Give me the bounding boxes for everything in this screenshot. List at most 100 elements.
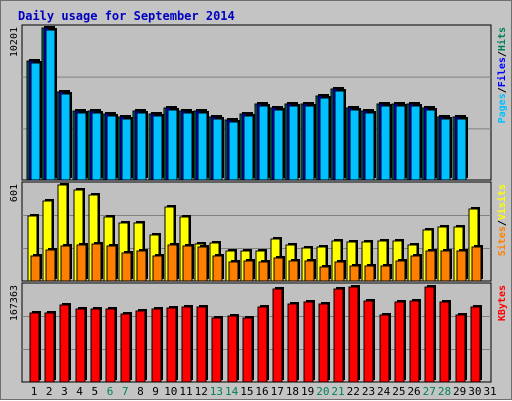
x-tick-day-4: 4 <box>76 385 83 398</box>
x-tick-day-23: 23 <box>362 385 375 398</box>
bar-kbytes-day-27 <box>424 286 435 383</box>
bar-kbytes-day-8 <box>135 310 146 383</box>
bar-pages-day-25 <box>395 105 406 181</box>
x-tick-day-20: 20 <box>316 385 329 398</box>
side-label: KBytes <box>497 285 508 321</box>
bar-sites-day-25 <box>395 260 406 282</box>
bar-kbytes-day-16 <box>257 306 268 383</box>
x-tick-day-24: 24 <box>377 385 391 398</box>
x-tick-day-6: 6 <box>107 385 114 398</box>
x-tick-day-12: 12 <box>195 385 208 398</box>
bar-sites-day-9 <box>152 255 163 282</box>
bar-sites-day-7 <box>121 252 132 282</box>
bar-pages-day-3 <box>60 93 71 181</box>
x-tick-day-11: 11 <box>179 385 192 398</box>
bar-sites-day-21 <box>334 261 345 282</box>
bar-sites-day-14 <box>228 261 239 282</box>
side-label-files: Files <box>496 57 508 87</box>
bar-sites-day-16 <box>258 261 269 282</box>
x-tick-day-28: 28 <box>438 385 451 398</box>
x-tick-day-29: 29 <box>453 385 466 398</box>
panel-1: 10201 Pages/Files/Hits <box>9 24 508 181</box>
panel-3: 167363 KBytes <box>9 282 508 383</box>
bar-kbytes-day-9 <box>151 308 162 383</box>
x-tick-day-3: 3 <box>61 385 68 398</box>
bar-sites-day-13 <box>212 255 223 282</box>
bar-sites-day-4 <box>76 244 87 282</box>
bar-kbytes-day-11 <box>181 306 192 383</box>
bar-kbytes-day-22 <box>348 286 359 383</box>
y-top-label: 167363 <box>9 285 20 321</box>
bar-sites-day-5 <box>91 243 102 282</box>
bar-kbytes-day-29 <box>455 314 466 383</box>
bar-sites-day-17 <box>273 257 284 282</box>
bar-kbytes-day-1 <box>29 312 40 383</box>
bar-pages-day-1 <box>30 62 41 181</box>
bar-pages-day-15 <box>243 115 254 181</box>
x-tick-day-17: 17 <box>271 385 284 398</box>
bar-kbytes-day-12 <box>196 306 207 383</box>
bar-kbytes-day-17 <box>272 288 283 383</box>
x-tick-day-30: 30 <box>468 385 481 398</box>
bar-pages-day-24 <box>380 105 391 181</box>
bar-pages-day-14 <box>228 121 239 181</box>
bar-kbytes-day-23 <box>363 300 374 383</box>
bar-sites-day-28 <box>440 250 451 282</box>
x-tick-day-9: 9 <box>152 385 159 398</box>
bar-sites-day-26 <box>410 255 421 282</box>
side-label-pages: Pages <box>497 93 508 123</box>
bar-pages-day-19 <box>304 105 315 181</box>
bar-sites-day-27 <box>425 250 436 282</box>
bar-kbytes-day-4 <box>75 308 86 383</box>
x-tick-day-19: 19 <box>301 385 314 398</box>
bar-pages-day-11 <box>182 112 193 181</box>
x-tick-day-13: 13 <box>210 385 223 398</box>
x-tick-day-8: 8 <box>137 385 144 398</box>
chart-title: Daily usage for September 2014 <box>18 9 235 23</box>
bar-pages-day-13 <box>212 118 223 181</box>
x-tick-day-14: 14 <box>225 385 239 398</box>
panel-2: 601 Sites/Visits <box>9 181 508 282</box>
bar-kbytes-day-13 <box>211 317 222 383</box>
bar-pages-day-10 <box>167 109 178 181</box>
bar-pages-day-23 <box>364 112 375 181</box>
x-tick-day-15: 15 <box>240 385 253 398</box>
bar-pages-day-20 <box>319 97 330 181</box>
bar-pages-day-28 <box>440 118 451 181</box>
bar-sites-day-12 <box>197 246 208 282</box>
bar-kbytes-day-20 <box>318 303 329 383</box>
bar-sites-day-18 <box>288 260 299 282</box>
bar-kbytes-day-15 <box>242 317 253 383</box>
bar-pages-day-6 <box>106 115 117 181</box>
bar-sites-day-1 <box>30 255 41 282</box>
x-tick-day-2: 2 <box>46 385 53 398</box>
bar-sites-day-19 <box>304 260 315 282</box>
bar-pages-day-18 <box>288 105 299 181</box>
side-label-sites: Sites <box>496 226 508 256</box>
bar-pages-day-21 <box>334 90 345 181</box>
bar-kbytes-day-28 <box>439 301 450 383</box>
x-tick-day-22: 22 <box>347 385 360 398</box>
bar-sites-day-2 <box>45 249 56 282</box>
bar-kbytes-day-30 <box>470 306 481 383</box>
bar-pages-day-8 <box>136 112 147 181</box>
bar-pages-day-22 <box>349 109 360 181</box>
x-tick-day-1: 1 <box>31 385 38 398</box>
bar-pages-day-2 <box>45 29 56 181</box>
bar-kbytes-day-25 <box>394 301 405 383</box>
bar-pages-day-27 <box>425 109 436 181</box>
bar-pages-day-17 <box>273 109 284 181</box>
bar-sites-day-30 <box>471 246 482 282</box>
bar-pages-day-4 <box>76 112 87 181</box>
bar-kbytes-day-6 <box>105 308 116 383</box>
x-tick-day-25: 25 <box>392 385 405 398</box>
side-label: Sites/Visits <box>496 184 508 256</box>
bar-sites-day-8 <box>136 250 147 282</box>
bar-kbytes-day-19 <box>303 301 314 383</box>
x-tick-day-21: 21 <box>331 385 344 398</box>
x-tick-day-10: 10 <box>164 385 177 398</box>
bar-pages-day-9 <box>152 115 163 181</box>
bar-kbytes-day-24 <box>379 314 390 383</box>
